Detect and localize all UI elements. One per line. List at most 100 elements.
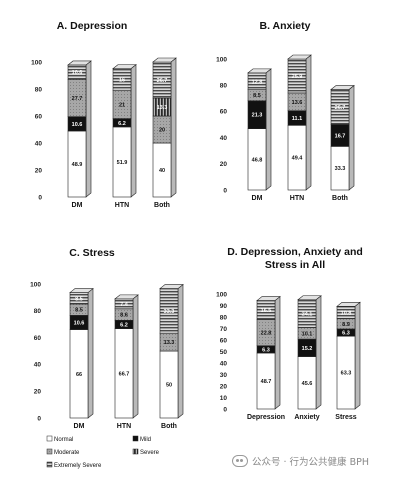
legend-swatch-normal <box>46 435 53 442</box>
x-category-label: HTN <box>115 202 129 209</box>
bar-value-label: 21.3 <box>252 113 263 119</box>
bar-top-face <box>287 54 312 60</box>
x-category-label: HTN <box>290 195 304 202</box>
y-tick-label: 80 <box>220 314 228 321</box>
bar-value-label: 50 <box>166 383 172 389</box>
bar-value-label: 6.3 <box>262 347 270 353</box>
bar-value-label: 66 <box>76 372 82 378</box>
x-category-label: HTN <box>117 423 131 430</box>
bar-value-label: 10.8 <box>341 311 352 317</box>
bar-top-face <box>159 284 184 289</box>
y-tick-label: 90 <box>220 303 228 310</box>
y-tick-label: 60 <box>220 337 228 344</box>
wechat-icon <box>232 455 248 467</box>
bar-top-face <box>256 296 281 301</box>
y-tick-label: 0 <box>223 406 227 413</box>
bar-dm: 66 10.6 8.5 8.5 <box>69 287 94 419</box>
panel-title-line2: Stress in All <box>265 259 325 271</box>
bar-value-label: 12.8 <box>252 79 263 85</box>
bar-side-face <box>348 84 355 191</box>
bar-value-label: 11.1 <box>292 116 302 122</box>
bar-value-label: 26.7 <box>157 78 168 84</box>
y-tick-label: 80 <box>220 83 228 90</box>
bar-value-label: 40 <box>159 168 165 174</box>
bar-value-label: 45.6 <box>302 381 313 387</box>
y-tick-label: 30 <box>220 372 228 379</box>
x-category-label: Both <box>332 195 348 202</box>
legend-swatch-mild <box>132 435 139 442</box>
bar-value-label: 66.7 <box>119 371 130 377</box>
y-tick-label: 10 <box>220 395 228 402</box>
bar-top-face <box>336 302 361 307</box>
bar-value-label: 10.6 <box>74 320 85 326</box>
bar-top-face <box>330 85 355 90</box>
legend-swatch-severe <box>132 448 139 455</box>
bar-value-label: 6.2 <box>120 322 128 328</box>
y-tick-label: 60 <box>35 113 43 120</box>
bar-value-label: 63.3 <box>341 371 352 377</box>
y-tick-label: 20 <box>34 389 42 396</box>
bar-side-face <box>177 283 184 419</box>
bar-value-label: 25.9 <box>292 74 303 80</box>
bar-htn: 51.9 6.2 21 16 <box>112 63 137 198</box>
bar-value-label: 20 <box>159 128 165 134</box>
bar-top-face <box>114 294 139 300</box>
legend-swatch-moderate <box>46 448 53 455</box>
bar-value-label: 8.5 <box>253 93 261 99</box>
y-tick-label: 40 <box>35 140 43 147</box>
bar-value-label: 27.7 <box>72 96 83 102</box>
bar-value-label: 26.7 <box>335 105 346 111</box>
x-category-label: Depression <box>247 414 285 421</box>
y-tick-label: 0 <box>223 187 227 194</box>
bar-value-label: 33.3 <box>164 309 175 315</box>
bar-value-label: 48.9 <box>72 162 83 168</box>
legend: Normal Mild Moderate Severe Extremely Severe <box>46 435 160 469</box>
bar-top-face <box>297 295 322 301</box>
y-tick-label: 70 <box>220 326 228 333</box>
bar-side-face <box>354 301 361 410</box>
y-tick-label: 40 <box>220 360 228 367</box>
bar-top-face <box>152 57 177 63</box>
bar-dm: 48.9 10.6 27.7 10.6 <box>67 60 92 198</box>
x-category-label: DM <box>252 195 263 202</box>
y-tick-label: 80 <box>35 86 43 93</box>
bar-value-label: 8.9 <box>342 322 350 328</box>
bar-value-label: 8.5 <box>75 308 83 314</box>
bar-stress: 63.3 6.3 8.9 10.8 <box>336 301 361 410</box>
legend-label-severe: Severe <box>140 450 160 456</box>
y-tick-label: 100 <box>30 281 41 288</box>
bar-value-label: 46.8 <box>252 157 263 163</box>
panel-title: C. Stress <box>69 247 115 259</box>
bar-value-label: 16.5 <box>261 308 272 314</box>
bar-side-face <box>315 295 322 410</box>
bar-value-label: 6.2 <box>118 121 126 127</box>
bar-value-label: 10.6 <box>72 122 83 128</box>
legend-label-extremely-severe: Extremely Severe <box>54 463 102 469</box>
watermark: 公众号 · 行为公共健康 BPH <box>232 452 402 470</box>
bar-value-label: 10.1 <box>302 331 313 337</box>
bar-top-face <box>67 60 92 66</box>
bar-side-face <box>85 60 92 198</box>
watermark-text: 公众号 · 行为公共健康 BPH <box>252 457 369 468</box>
bar-side-face <box>87 287 94 419</box>
bar-value-label: 10.6 <box>72 70 83 76</box>
bar-value-label: 48.7 <box>261 379 272 385</box>
bar-value-label: 13.3 <box>164 340 175 346</box>
y-tick-label: 60 <box>220 109 228 116</box>
y-tick-label: 100 <box>216 56 227 63</box>
y-tick-label: 20 <box>220 383 228 390</box>
panel-title: B. Anxiety <box>260 20 311 32</box>
bar-value-label: 15.2 <box>302 346 313 352</box>
y-tick-label: 0 <box>37 415 41 422</box>
bar-both: 40 20 13.3 26.7 <box>152 57 177 198</box>
legend-swatch-extremely-severe <box>46 461 53 468</box>
chart-panel-1: A. Depression 0 20 40 60 80 100 48.9 10.6 27.7 10.… <box>31 20 177 209</box>
bar-dm: 46.8 21.3 8.5 12.8 <box>247 68 272 191</box>
legend-label-normal: Normal <box>54 437 73 443</box>
bar-side-face <box>305 54 312 191</box>
bar-value-label: 16.7 <box>335 133 346 139</box>
bar-value-label: 13.6 <box>292 100 303 106</box>
panel-title: A. Depression <box>57 20 128 32</box>
